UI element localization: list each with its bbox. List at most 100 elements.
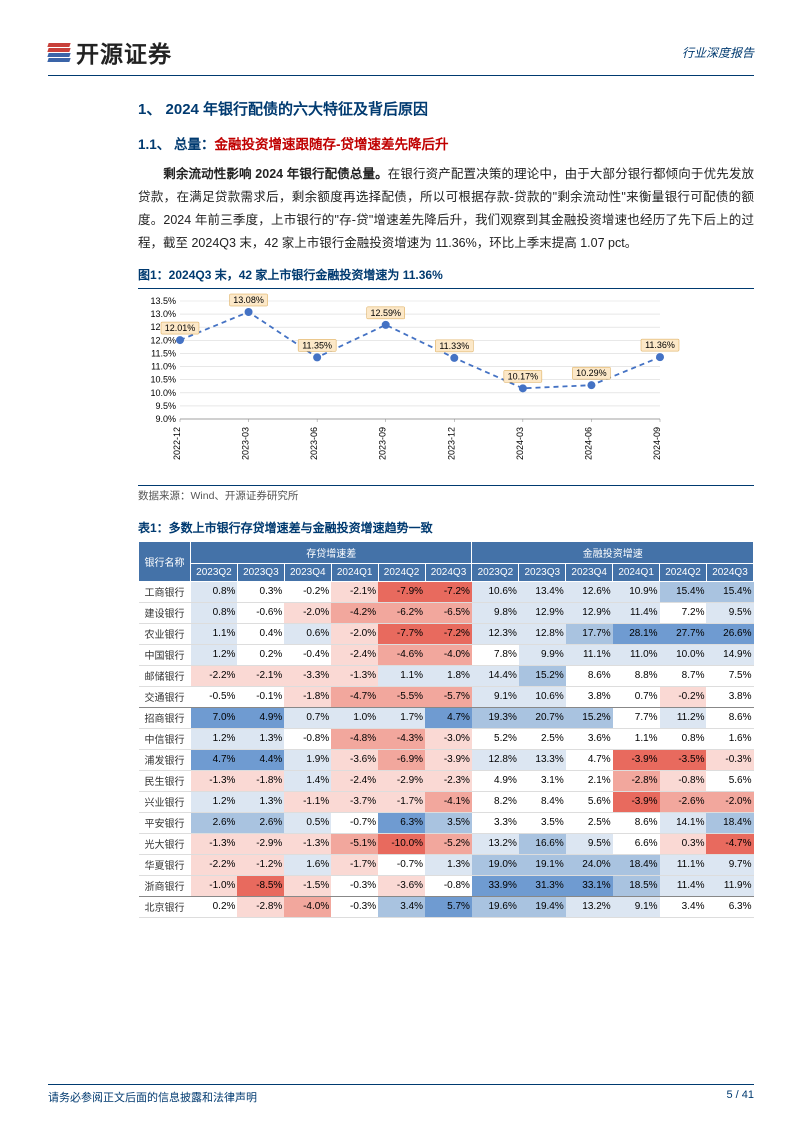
table-cell: 18.4% [706,812,753,833]
table-cell: 0.2% [191,896,238,917]
table-cell: -4.0% [425,644,472,665]
table-cell: -2.0% [331,623,378,644]
table-cell: 19.3% [472,707,519,728]
table-cell: 7.5% [706,665,753,686]
table-cell: 0.4% [237,623,284,644]
table-cell: -6.9% [378,749,425,770]
col-period: 2024Q2 [378,563,425,581]
table-cell: -7.7% [378,623,425,644]
table-cell: -7.9% [378,581,425,602]
svg-text:2022-12: 2022-12 [172,427,182,460]
table-cell: 4.7% [566,749,613,770]
table-cell: 14.4% [472,665,519,686]
footer-page-number: 5 / 41 [726,1089,754,1105]
svg-text:12.01%: 12.01% [165,323,196,333]
figure-1-title: 图1：2024Q3 末，42 家上市银行金融投资增速为 11.36% [138,266,754,283]
company-logo: 开源证券 [48,35,172,69]
table-cell: 10.6% [519,686,566,707]
table-cell: -4.0% [284,896,331,917]
table-cell: -0.2% [284,581,331,602]
table-cell: 15.4% [706,581,753,602]
h2-subtitle: 金融投资增速跟随存-贷增速差先降后升 [215,137,449,152]
table-cell: 1.2% [191,728,238,749]
table-cell: 3.6% [566,728,613,749]
col-period: 2024Q3 [425,563,472,581]
table-cell: 4.9% [237,707,284,728]
table-cell: 10.9% [613,581,660,602]
table-cell: 3.4% [378,896,425,917]
table-cell: 0.6% [284,623,331,644]
table-cell: 2.5% [566,812,613,833]
table-cell: -1.0% [191,875,238,896]
table-cell: -1.7% [331,854,378,875]
table-cell: 4.7% [425,707,472,728]
table-cell: 11.1% [566,644,613,665]
table-cell: -1.3% [284,833,331,854]
table-cell: 28.1% [613,623,660,644]
col-period: 2023Q4 [284,563,331,581]
table-cell: 1.6% [284,854,331,875]
table-cell: -2.0% [284,602,331,623]
table-cell: 8.6% [706,707,753,728]
table-cell: 18.4% [613,854,660,875]
bank-name-cell: 建设银行 [139,602,191,623]
table-cell: -1.5% [284,875,331,896]
table-cell: 4.9% [472,770,519,791]
table-cell: 5.2% [472,728,519,749]
table-cell: 31.3% [519,875,566,896]
table-1-title: 表1：多数上市银行存贷增速差与金融投资增速趋势一致 [138,519,754,536]
table-cell: -0.6% [237,602,284,623]
table-cell: 12.6% [566,581,613,602]
figure-1-source: 数据来源：Wind、开源证券研究所 [138,485,754,503]
table-cell: -2.3% [425,770,472,791]
section-heading-1-1: 1.1、 总量：金融投资增速跟随存-贷增速差先降后升 [138,133,754,153]
table-cell: -2.8% [613,770,660,791]
table-cell: -4.7% [331,686,378,707]
company-name: 开源证券 [76,35,172,69]
table-cell: 13.4% [519,581,566,602]
h2-number: 1.1、 总量： [138,137,215,152]
table-cell: 11.2% [660,707,707,728]
table-cell: -0.7% [378,854,425,875]
table-cell: -5.5% [378,686,425,707]
table-cell: -0.5% [191,686,238,707]
logo-icon [48,43,70,62]
table-cell: -1.8% [237,770,284,791]
col-period: 2023Q2 [472,563,519,581]
table-cell: -0.8% [284,728,331,749]
table-cell: -1.8% [284,686,331,707]
table-cell: 1.4% [284,770,331,791]
table-cell: 7.2% [660,602,707,623]
table-cell: 1.1% [191,623,238,644]
table-cell: -6.2% [378,602,425,623]
table-cell: 0.8% [191,581,238,602]
svg-text:11.33%: 11.33% [439,340,469,350]
table-cell: 5.6% [706,770,753,791]
table-cell: -2.9% [378,770,425,791]
table-cell: 2.1% [566,770,613,791]
table-cell: 4.7% [191,749,238,770]
table-cell: -7.2% [425,581,472,602]
bank-name-cell: 工商银行 [139,581,191,602]
table-cell: -1.3% [191,833,238,854]
bank-name-cell: 兴业银行 [139,791,191,812]
col-period: 2023Q3 [519,563,566,581]
table-cell: -0.2% [660,686,707,707]
table-cell: -4.1% [425,791,472,812]
table-cell: 9.5% [566,833,613,854]
table-cell: -3.9% [425,749,472,770]
svg-text:11.36%: 11.36% [645,340,675,350]
svg-text:2023-03: 2023-03 [241,427,251,460]
table-cell: 3.4% [660,896,707,917]
table-cell: 18.5% [613,875,660,896]
table-cell: 9.9% [519,644,566,665]
svg-text:10.17%: 10.17% [508,371,539,381]
bank-name-cell: 平安银行 [139,812,191,833]
figure-1-chart: 9.0%9.5%10.0%10.5%11.0%11.5%12.0%12.5%13… [138,288,754,483]
table-cell: 9.7% [706,854,753,875]
table-cell: -0.4% [284,644,331,665]
table-cell: -6.5% [425,602,472,623]
table-cell: -3.5% [660,749,707,770]
bank-name-cell: 中国银行 [139,644,191,665]
svg-text:2024-06: 2024-06 [583,427,593,460]
